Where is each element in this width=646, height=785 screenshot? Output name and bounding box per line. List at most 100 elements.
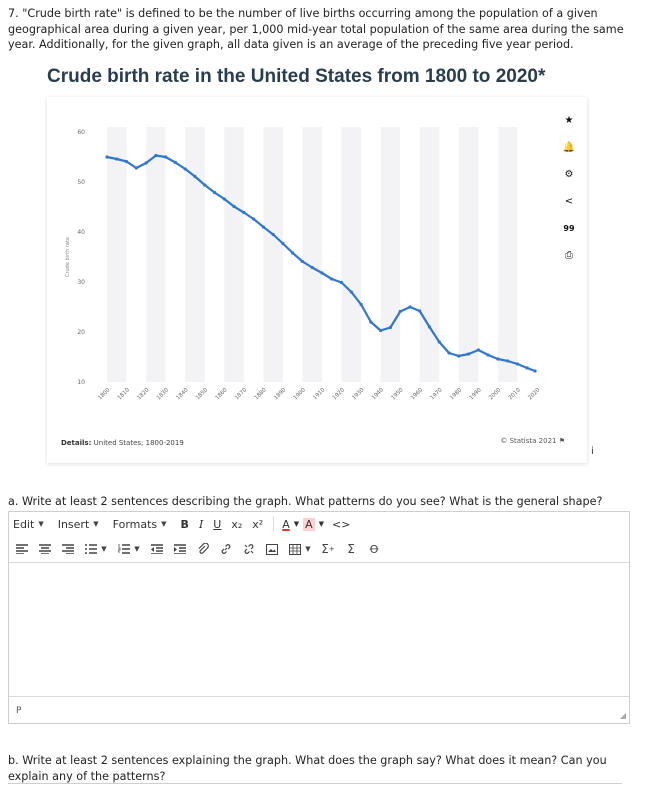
outdent-icon[interactable]	[150, 542, 164, 556]
formats-menu-label[interactable]: Formats	[112, 517, 158, 531]
data-point	[144, 161, 148, 165]
chart-card: 10 20 30 40 50 60 Crude birth rate 1800 1810 1820…	[47, 97, 587, 463]
x-tick-label: 1880	[254, 387, 268, 401]
data-point	[281, 241, 285, 246]
data-point	[427, 325, 432, 329]
bullet-list-icon[interactable]	[84, 542, 98, 556]
data-point	[232, 204, 236, 209]
underline-button[interactable]: U	[213, 517, 222, 531]
x-tick-label: 2000	[488, 387, 502, 401]
toolbar-divider	[273, 516, 275, 532]
align-center-icon[interactable]	[38, 542, 52, 556]
data-point	[379, 328, 383, 333]
chevron-down-icon[interactable]: ▼	[134, 545, 140, 553]
attachment-icon[interactable]	[196, 542, 210, 556]
data-point	[388, 325, 393, 330]
details-text: United States; 1800-2019	[93, 439, 184, 447]
data-point	[115, 157, 119, 161]
data-point	[271, 232, 275, 237]
data-point	[515, 362, 520, 366]
quote-icon[interactable]: 99	[563, 224, 575, 233]
edit-menu[interactable]: Edit ▼	[13, 518, 44, 531]
data-point	[134, 166, 138, 170]
data-point	[261, 225, 265, 229]
data-point	[457, 354, 461, 358]
y-axis-label: Crude birth rate	[65, 237, 71, 277]
data-point	[418, 309, 422, 313]
star-icon[interactable]: ★	[564, 115, 574, 126]
data-point	[173, 160, 178, 165]
part-b-prompt: b. Write at least 2 sentences explaining…	[8, 754, 607, 783]
element-path[interactable]: P	[16, 706, 22, 716]
share-icon[interactable]: <	[564, 196, 574, 207]
superscript-button[interactable]: x²	[252, 517, 264, 531]
credit-text[interactable]: © Statista 2021	[500, 437, 557, 445]
statista-credit[interactable]: © Statista 2021 ⚑	[500, 437, 565, 445]
insert-menu-label[interactable]: Insert	[57, 517, 90, 531]
editor-statusbar: P ◢	[9, 696, 629, 723]
editor-text-area[interactable]	[9, 563, 629, 697]
text-color-button[interactable]: A ▼	[282, 518, 299, 531]
formats-menu[interactable]: Formats ▼	[113, 518, 167, 531]
data-point	[222, 197, 226, 201]
chart-details: Details: United States; 1800-2019	[61, 439, 184, 447]
data-point	[533, 369, 537, 373]
data-point	[291, 251, 295, 255]
x-tick-label: 1980	[449, 387, 463, 401]
align-right-icon[interactable]	[61, 542, 75, 556]
equation-icon[interactable]: Σ +	[321, 542, 335, 556]
handwriting-icon[interactable]: Ꝋ	[369, 542, 379, 556]
gear-icon[interactable]: ⚙	[564, 169, 574, 180]
background-color-label[interactable]: A	[303, 517, 315, 531]
x-tick-label: 1850	[195, 387, 209, 401]
x-tick-label: 1900	[293, 387, 307, 401]
data-point	[105, 155, 109, 159]
data-point	[242, 210, 246, 215]
data-point	[486, 353, 490, 357]
data-point	[506, 359, 510, 363]
data-point	[525, 366, 529, 370]
text-color-label[interactable]: A	[282, 517, 290, 531]
italic-button[interactable]: I	[198, 517, 204, 531]
x-tick-label: 2020	[527, 387, 541, 401]
source-code-button[interactable]: <>	[332, 517, 351, 531]
data-point	[203, 183, 207, 187]
info-icon[interactable]: i	[591, 446, 594, 457]
flag-icon: ⚑	[558, 437, 565, 445]
bell-icon[interactable]: 🔔	[562, 142, 576, 153]
x-tick-label: 1860	[215, 387, 229, 401]
insert-menu[interactable]: Insert ▼	[58, 518, 99, 531]
y-tick-label: 10	[77, 379, 85, 386]
print-icon[interactable]: ⎙	[565, 250, 573, 261]
y-tick-label: 40	[77, 229, 85, 236]
data-point	[212, 190, 217, 195]
numbered-list-icon[interactable]	[117, 542, 131, 556]
summation-icon[interactable]: Σ	[347, 542, 355, 556]
chevron-down-icon[interactable]: ▼	[305, 545, 311, 553]
question-text: 7. "Crude birth rate" is defined to be t…	[8, 7, 624, 51]
subscript-button[interactable]: x₂	[231, 517, 243, 531]
link-icon[interactable]	[219, 542, 233, 556]
bold-button[interactable]: B	[180, 517, 189, 531]
x-tick-label: 2010	[508, 387, 522, 401]
table-icon[interactable]	[288, 542, 302, 556]
data-point	[251, 217, 256, 221]
chart-title: Crude birth rate in the United States fr…	[47, 66, 546, 87]
x-tick-label: 1810	[117, 387, 131, 401]
unlink-icon[interactable]	[242, 542, 256, 556]
x-tick-label: 1950	[390, 387, 404, 401]
align-left-icon[interactable]	[15, 542, 29, 556]
resize-handle-icon[interactable]: ◢	[619, 711, 626, 720]
x-tick-label: 1890	[273, 387, 287, 401]
part-a-prompt: a. Write at least 2 sentences describing…	[8, 495, 603, 508]
chevron-down-icon[interactable]: ▼	[101, 545, 107, 553]
edit-menu-label[interactable]: Edit	[13, 517, 35, 531]
data-point	[183, 167, 187, 171]
indent-icon[interactable]	[173, 542, 187, 556]
background-color-button[interactable]: A ▼	[303, 517, 324, 531]
image-icon[interactable]	[265, 542, 279, 556]
data-point	[437, 340, 441, 344]
column-band	[224, 127, 244, 382]
x-tick-label: 1990	[469, 387, 483, 401]
x-tick-label: 1840	[175, 387, 189, 401]
